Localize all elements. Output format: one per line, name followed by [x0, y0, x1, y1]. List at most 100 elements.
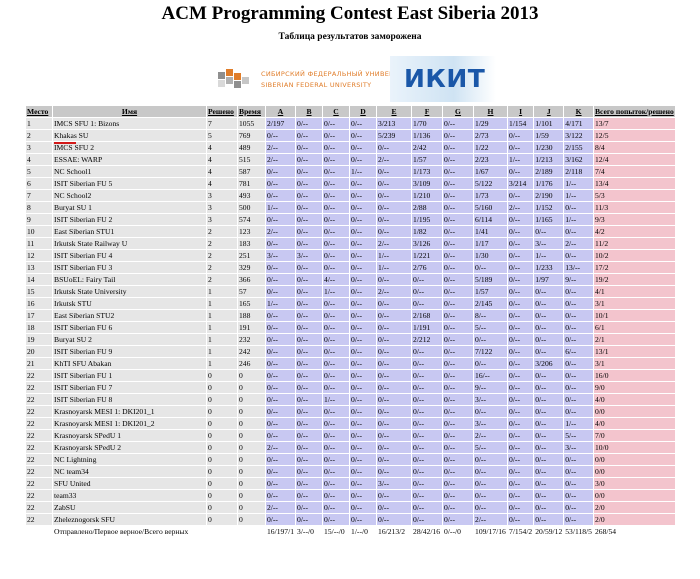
cell-team-name[interactable]: Irkutsk State Railway U — [53, 238, 206, 249]
header-problem-j[interactable]: J — [534, 106, 564, 117]
cell-problem-i: 1/-- — [508, 154, 534, 165]
cell-problem-i: 0/-- — [508, 394, 534, 405]
cell-team-name[interactable]: ISIT Siberian FU 4 — [53, 250, 206, 261]
cell-team-name[interactable]: ISIT Siberian FU 3 — [53, 262, 206, 273]
cell-team-name[interactable]: ZabSU — [53, 502, 206, 513]
cell-team-name[interactable]: ISIT Siberian FU 1 — [53, 370, 206, 381]
cell-problem-b: 0/-- — [296, 322, 323, 333]
cell-total: 10/1 — [593, 310, 675, 321]
cell-team-name[interactable]: IMCS SFU 2 — [53, 142, 206, 153]
cell-problem-f: 2/88 — [412, 202, 443, 213]
cell-problem-g: 0/-- — [443, 490, 474, 501]
table-row: 19 Buryat SU 2 1 232 0/-- 0/-- 0/-- 0/-- 0/-- 2/2… — [26, 334, 675, 345]
cell-problem-a: 0/-- — [266, 178, 296, 189]
summary-cell-b: 3/--/0 — [296, 526, 323, 537]
header-name[interactable]: Имя — [53, 106, 206, 117]
cell-problem-j: 0/-- — [534, 502, 564, 513]
header-time[interactable]: Время — [238, 106, 265, 117]
header-solved[interactable]: Решено — [207, 106, 237, 117]
cell-team-name[interactable]: ISIT Siberian FU 8 — [53, 394, 206, 405]
cell-problem-g: 0/-- — [443, 370, 474, 381]
header-place[interactable]: Место — [26, 106, 52, 117]
header-problem-h[interactable]: H — [474, 106, 508, 117]
cell-team-name[interactable]: ISIT Siberian FU 2 — [53, 214, 206, 225]
cell-team-name[interactable]: Krasnoyarsk MESI 1: DKI201_1 — [53, 406, 206, 417]
header-total[interactable]: Всего попыток/решено — [593, 106, 675, 117]
cell-team-name[interactable]: ISIT Siberian FU 7 — [53, 382, 206, 393]
cell-problem-e: 2/-- — [377, 154, 412, 165]
cell-team-name[interactable]: Krasnoyarsk SPedU 2 — [53, 442, 206, 453]
header-problem-g[interactable]: G — [443, 106, 474, 117]
cell-problem-a: 3/-- — [266, 250, 296, 261]
cell-problem-a: 0/-- — [266, 238, 296, 249]
cell-problem-d: 0/-- — [350, 466, 377, 477]
cell-place: 12 — [26, 250, 52, 261]
header-problem-b[interactable]: B — [296, 106, 323, 117]
cell-problem-e: 5/239 — [377, 130, 412, 141]
cell-team-name[interactable]: ISIT Siberian FU 9 — [53, 346, 206, 357]
cell-problem-k: 2/-- — [564, 238, 593, 249]
cell-team-name[interactable]: Buryat SU 2 — [53, 334, 206, 345]
cell-team-name[interactable]: Zheleznogorsk SFU — [53, 514, 206, 525]
cell-team-name[interactable]: Khakas SU — [53, 130, 206, 141]
cell-problem-g: 0/-- — [443, 466, 474, 477]
cell-problem-e: 0/-- — [377, 322, 412, 333]
cell-problem-g: 0/-- — [443, 118, 474, 129]
cell-team-name[interactable]: Krasnoyarsk MESI 1: DKI201_2 — [53, 418, 206, 429]
table-row: 12 ISIT Siberian FU 4 2 251 3/-- 3/-- 0/-- 0/--… — [26, 250, 675, 261]
header-problem-c[interactable]: C — [323, 106, 350, 117]
cell-solved: 0 — [207, 454, 237, 465]
cell-team-name[interactable]: ISIT Siberian FU 5 — [53, 178, 206, 189]
cell-team-name[interactable]: KhTI SFU Abakan — [53, 358, 206, 369]
cell-problem-h: 1/22 — [474, 142, 508, 153]
cell-team-name[interactable]: IMCS SFU 1: Bizons — [53, 118, 206, 129]
cell-team-name[interactable]: East Siberian STU1 — [53, 226, 206, 237]
cell-problem-i: 0/-- — [508, 322, 534, 333]
cell-total: 3/1 — [593, 298, 675, 309]
cell-team-name[interactable]: East Siberian STU2 — [53, 310, 206, 321]
cell-team-name[interactable]: NC Lightning — [53, 454, 206, 465]
cell-problem-j: 0/-- — [534, 382, 564, 393]
cell-problem-h: 5/160 — [474, 202, 508, 213]
cell-team-name[interactable]: ISIT Siberian FU 6 — [53, 322, 206, 333]
header-problem-i[interactable]: I — [508, 106, 534, 117]
cell-team-name[interactable]: team33 — [53, 490, 206, 501]
header-problem-k[interactable]: K — [564, 106, 593, 117]
header-problem-d[interactable]: D — [350, 106, 377, 117]
table-row: 22 NC team34 0 0 0/-- 0/-- 0/-- 0/-- 0/-- 0/-- 0/-… — [26, 466, 675, 477]
header-problem-a[interactable]: A — [266, 106, 296, 117]
table-row: 1 IMCS SFU 1: Bizons 7 1055 2/197 0/-- 0/-- 0/-… — [26, 118, 675, 129]
cell-team-name[interactable]: NC School1 — [53, 166, 206, 177]
cell-total: 7/4 — [593, 166, 675, 177]
cell-problem-c: 0/-- — [323, 442, 350, 453]
cell-problem-i: 0/-- — [508, 370, 534, 381]
cell-problem-k: 0/-- — [564, 358, 593, 369]
cell-team-name[interactable]: Krasnoyarsk SPedU 1 — [53, 430, 206, 441]
cell-solved: 0 — [207, 478, 237, 489]
cell-problem-a: 0/-- — [266, 490, 296, 501]
cell-problem-b: 0/-- — [296, 382, 323, 393]
cell-problem-d: 0/-- — [350, 442, 377, 453]
cell-total: 6/1 — [593, 322, 675, 333]
cell-problem-g: 0/-- — [443, 322, 474, 333]
cell-team-name[interactable]: Irkutsk State University — [53, 286, 206, 297]
cell-team-name[interactable]: NC School2 — [53, 190, 206, 201]
results-table: Место Имя Решено Время A B C D E F G H I… — [25, 105, 676, 538]
header-problem-e[interactable]: E — [377, 106, 412, 117]
cell-team-name[interactable]: BSUoEL: Fairy Tail — [53, 274, 206, 285]
cell-problem-b: 0/-- — [296, 454, 323, 465]
header-problem-f[interactable]: F — [412, 106, 443, 117]
table-row: 16 Irkutsk STU 1 165 1/-- 0/-- 0/-- 0/-- 0/-- 0/-… — [26, 298, 675, 309]
cell-problem-h: 0/-- — [474, 502, 508, 513]
cell-team-name[interactable]: NC team34 — [53, 466, 206, 477]
cell-team-name[interactable]: Irkutsk STU — [53, 298, 206, 309]
cell-team-name[interactable]: SFU United — [53, 478, 206, 489]
cell-total: 12/4 — [593, 154, 675, 165]
cell-team-name[interactable]: ESSAE: WARP — [53, 154, 206, 165]
cell-problem-b: 0/-- — [296, 154, 323, 165]
page-subtitle: Таблица результатов заморожена — [278, 32, 422, 42]
cell-problem-i: 0/-- — [508, 238, 534, 249]
cell-problem-k: 0/-- — [564, 502, 593, 513]
cell-time: 191 — [238, 322, 265, 333]
cell-team-name[interactable]: Buryat SU 1 — [53, 202, 206, 213]
